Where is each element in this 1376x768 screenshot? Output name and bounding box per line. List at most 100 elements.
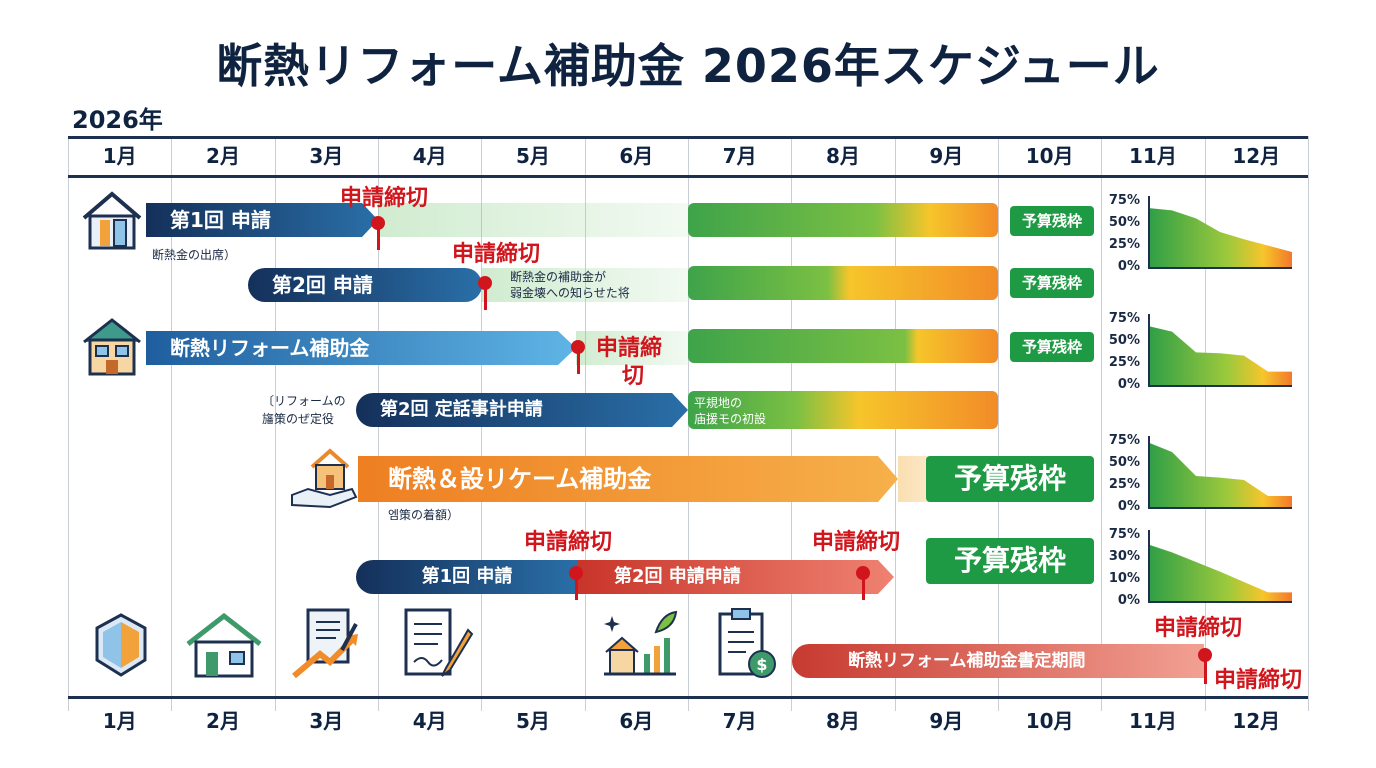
month-label: 3月 (309, 709, 344, 733)
mini-chart-y-label: 50% (1108, 455, 1140, 470)
row2-period-fill (482, 268, 688, 302)
mini-chart-axis (1148, 314, 1292, 387)
row3-deadline-label-line1: 申請締 (596, 336, 663, 361)
mini-chart-area (1148, 442, 1292, 508)
row5-note: 엠策の着額） (388, 508, 460, 522)
mini-chart-y-label: 0% (1117, 259, 1140, 274)
bottom-axis-line (68, 696, 1308, 699)
row4-application-bar: 第2回 定話事計申請 (356, 393, 688, 427)
budget-mini-chart-2: 75% 50% 25% 0% (1102, 312, 1292, 392)
row2-deadline-label: 申請締切 (452, 242, 541, 267)
row3-period-fill (576, 331, 688, 365)
month-label: 11月 (1129, 144, 1177, 168)
mini-chart-area (1148, 326, 1292, 386)
top-axis-line-lower (68, 175, 1308, 178)
mini-chart-y-label: 75% (1108, 311, 1140, 326)
mini-chart-area (1148, 208, 1292, 268)
mini-chart-y-label: 0% (1117, 593, 1140, 608)
month-divider (1204, 136, 1206, 711)
row6-deadline2-label: 申請締切 (812, 530, 901, 555)
row7-deadline-stem (1204, 660, 1207, 684)
row1-period-fill (378, 203, 688, 237)
mini-chart-plot (1148, 530, 1292, 603)
chart-pen-icon (290, 606, 370, 682)
mini-chart-axis (1148, 530, 1292, 603)
mini-chart-plot (1148, 436, 1292, 509)
month-divider (274, 136, 276, 711)
row1-budget-bar (688, 203, 998, 237)
month-label: 12月 (1232, 144, 1281, 168)
mini-chart-plot (1148, 196, 1292, 269)
month-label: 7月 (722, 144, 757, 168)
month-label: 7月 (722, 709, 757, 733)
mini-chart-y-label: 0% (1117, 499, 1140, 514)
mini-chart-y-label: 30% (1108, 549, 1140, 564)
mini-chart-area (1148, 544, 1292, 602)
page-title: 断熱リフォーム補助金 2026年スケジュール (216, 39, 1160, 93)
row1-deadline-label: 申請締切 (340, 186, 429, 211)
row2-budget-bar (688, 266, 998, 300)
row2-deadline-stem (484, 288, 487, 310)
month-label: 2月 (206, 144, 240, 168)
month-label: 1月 (102, 709, 137, 733)
mini-chart-axis (1148, 436, 1292, 509)
row3-program-bar: 断熱リフォーム補助金 (146, 331, 576, 365)
svg-text:$: $ (756, 655, 767, 674)
house-icon (80, 316, 144, 378)
mini-chart-y-label: 50% (1108, 333, 1140, 348)
month-header-bottom: 1月 2月 3月 4月 5月 6月 7月 8月 9月 10月 11月 12月 (68, 704, 1308, 738)
budget-mini-chart-3: 75% 50% 25% 0% (1102, 434, 1292, 514)
month-label: 6月 (619, 709, 654, 733)
row6-budget-badge: 予算残枠 (926, 538, 1094, 584)
document-pen-icon (398, 606, 478, 682)
month-divider (1101, 136, 1103, 711)
row3-budget-bar (688, 329, 998, 363)
month-divider (1308, 136, 1309, 711)
row1-deadline-stem (377, 228, 380, 250)
month-label: 12月 (1232, 709, 1281, 733)
mini-chart-y-label: 75% (1108, 433, 1140, 448)
month-label: 5月 (516, 144, 550, 168)
row1-budget-badge: 予算残枠 (1010, 206, 1094, 236)
row1-deadline-pin (371, 216, 385, 230)
row2-budget-badge: 予算残枠 (1010, 268, 1094, 298)
mini-chart-y-label: 75% (1108, 527, 1140, 542)
row7-deadline-pin (1198, 648, 1212, 662)
mini-chart-y-label: 25% (1108, 477, 1140, 492)
row6-application-bar-2: 第2回 申請申請 (578, 560, 894, 594)
house-insulation-icon (80, 190, 144, 252)
row1-application-bar: 第1回 申請 (146, 203, 378, 237)
row4-left-note-line2: 旛策のぜ定役 (262, 412, 335, 426)
city-growth-icon (600, 606, 680, 682)
row5-budget-badge: 予算残枠 (926, 456, 1094, 502)
month-label: 4月 (412, 709, 447, 733)
row5-program-bar: 断熱＆設リケーム補助金 (358, 456, 898, 502)
budget-mini-chart-4: 75% 30% 10% 0% (1102, 528, 1292, 608)
mini-chart-y-label: 75% (1108, 193, 1140, 208)
row6-deadline2-pin (856, 566, 870, 580)
house-icon (184, 612, 264, 680)
month-label: 9月 (929, 144, 964, 168)
row4-in-note-line1: 平規地の (694, 396, 743, 410)
row6-deadline1-pin (569, 566, 583, 580)
row4-left-note-line1: 〔リフォームの (262, 394, 346, 408)
mini-chart-y-label: 25% (1108, 355, 1140, 370)
row3-deadline-stem (577, 352, 580, 374)
month-label: 5月 (516, 709, 550, 733)
row3-budget-badge: 予算残枠 (1010, 332, 1094, 362)
month-divider (998, 136, 999, 711)
row1-note: 断熱金の出席） (152, 248, 237, 262)
row2-note-line1: 断熱金の補助金が (510, 270, 607, 284)
month-divider (68, 136, 69, 711)
row6-deadline2-stem (862, 578, 865, 600)
month-label: 3月 (309, 144, 344, 168)
mini-chart-y-label: 25% (1108, 237, 1140, 252)
row2-deadline-pin (478, 276, 492, 290)
budget-mini-chart-1: 75% 50% 25% 0% (1102, 194, 1292, 274)
month-label: 6月 (619, 144, 654, 168)
row6-deadline1-stem (575, 578, 578, 600)
month-divider (171, 136, 173, 711)
shield-icon (94, 612, 148, 678)
row2-note-line2: 弱金壊への知らせた将 (510, 286, 630, 300)
row7-deadline2-label: 申請締切 (1214, 668, 1303, 693)
